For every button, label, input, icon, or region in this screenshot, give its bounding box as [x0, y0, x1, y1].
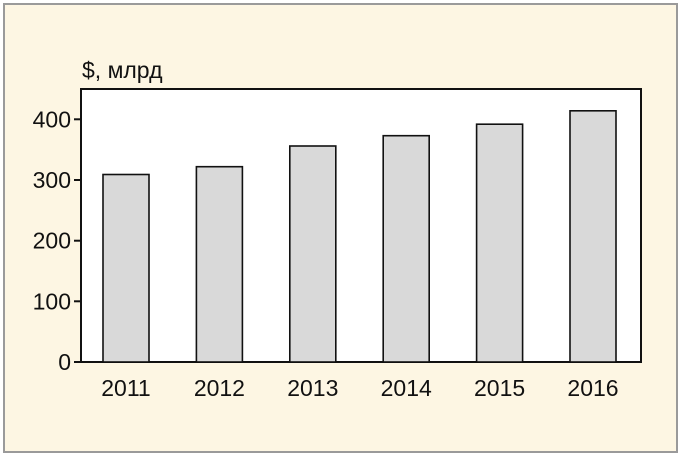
- x-axis-ticks: 2011 2012 2013 2014 2015 2016: [101, 375, 618, 401]
- y-tick-label-300: 300: [33, 167, 71, 193]
- y-tick-label-100: 100: [33, 288, 71, 314]
- bar-2013: [288, 145, 337, 363]
- x-tick-label-2012: 2012: [194, 375, 245, 401]
- bar-2016: [569, 110, 617, 363]
- y-tick-label-0: 0: [58, 349, 71, 375]
- bar-2014: [382, 134, 431, 363]
- y-tick-label-200: 200: [33, 228, 71, 254]
- bar-2012: [195, 165, 244, 363]
- y-tick-label-400: 400: [33, 106, 71, 132]
- plot-area: [80, 88, 642, 363]
- bar-2011: [102, 173, 150, 363]
- bars-group: [102, 110, 617, 363]
- x-tick-label-2011: 2011: [101, 375, 150, 401]
- x-tick-label-2015: 2015: [474, 375, 525, 401]
- y-axis-unit-label: $, млрд: [82, 57, 163, 83]
- x-tick-label-2014: 2014: [381, 375, 432, 401]
- x-tick-label-2016: 2016: [567, 375, 618, 401]
- x-tick-label-2013: 2013: [287, 375, 338, 401]
- y-axis-ticks: 0 100 200 300 400: [33, 106, 81, 375]
- bar-2015: [475, 123, 524, 363]
